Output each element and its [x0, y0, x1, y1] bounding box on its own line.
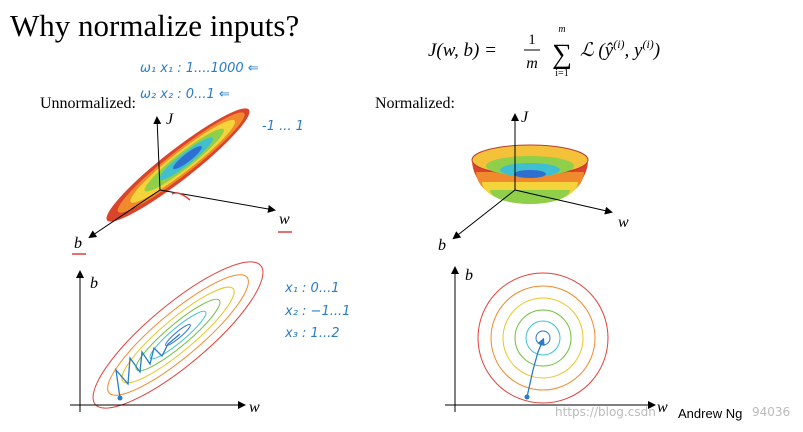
formula-lhs: J(w, b) =	[428, 40, 497, 61]
normalized-contour: b w	[445, 266, 668, 416]
axis	[514, 189, 613, 215]
sup: (i)	[642, 37, 653, 51]
right-label: Normalized:	[375, 95, 455, 112]
close: )	[653, 40, 660, 61]
left-label: Unnormalized:	[40, 95, 136, 112]
axis-label: J	[521, 109, 529, 126]
sup: (i)	[613, 37, 624, 51]
contour	[165, 323, 191, 347]
start-point	[524, 394, 530, 400]
annotation-arrow	[171, 192, 191, 201]
formula: J(w, b) = 1 m m ∑ i=1 ℒ (ŷ(i), y(i))	[428, 24, 660, 79]
axis	[452, 189, 516, 240]
band	[173, 146, 202, 170]
axis-label: b	[90, 275, 98, 292]
title: Why normalize inputs?	[10, 8, 299, 43]
axis-label: J	[166, 111, 174, 128]
start-point	[117, 395, 123, 401]
formula-den: m	[526, 55, 538, 72]
sigma: ∑	[552, 39, 572, 70]
descent-path	[526, 337, 545, 398]
author: Andrew Ng	[678, 406, 742, 421]
axis-label: b	[465, 267, 473, 284]
contour	[135, 298, 221, 372]
unnormalized-surface: J w b	[72, 108, 292, 255]
contour	[107, 274, 249, 396]
note: x₁ : 0...1	[284, 281, 340, 296]
sum-bottom: i=1	[555, 68, 568, 79]
descent-path	[115, 333, 181, 399]
axis-label: b	[438, 237, 446, 254]
band	[514, 170, 546, 178]
contour	[477, 272, 609, 404]
axis-label: w	[618, 214, 629, 231]
note: x₃ : 1...2	[284, 326, 340, 341]
axis-label: b	[74, 235, 82, 252]
note: x₂ : −1...1	[284, 304, 350, 319]
axis-label: w	[657, 399, 668, 416]
contour	[525, 320, 561, 356]
axis	[88, 189, 161, 239]
watermark: https://blog.csdn	[555, 405, 656, 419]
formula-body: ℒ (ŷ(i), y(i))	[580, 37, 660, 61]
note: ω₂ x₂ : 0...1 ⇐	[140, 87, 230, 102]
loss: ℒ (ŷ	[580, 40, 614, 61]
axis-label: w	[279, 211, 290, 228]
mid: , y	[625, 40, 644, 61]
formula-num: 1	[528, 32, 536, 48]
axis-label: w	[249, 399, 260, 416]
watermark: 94036	[752, 405, 790, 419]
contour	[514, 309, 572, 367]
unnormalized-contour: b w	[70, 261, 264, 416]
contour	[121, 286, 235, 384]
note: ω₁ x₁ : 1....1000 ⇐	[140, 61, 259, 76]
contour	[490, 285, 596, 391]
contour	[149, 310, 207, 360]
contour	[502, 297, 584, 379]
sum-top: m	[558, 24, 565, 35]
axis	[153, 116, 162, 191]
normalized-surface: J w b	[438, 109, 629, 254]
note: -1 ... 1	[262, 119, 304, 134]
contour	[92, 261, 264, 409]
